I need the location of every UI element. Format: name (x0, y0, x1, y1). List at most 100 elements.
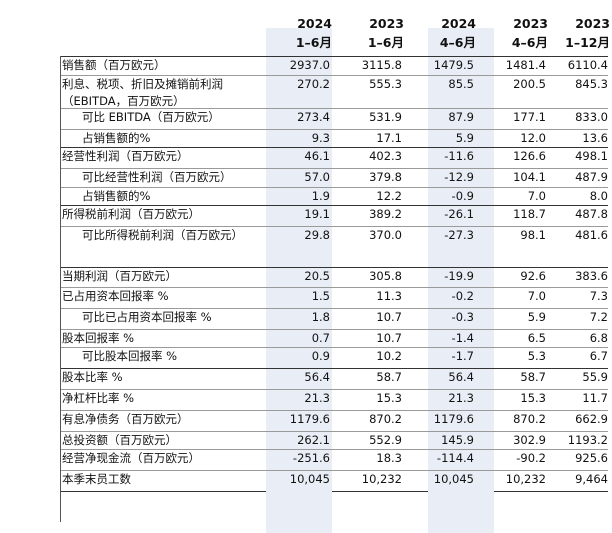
cell-value: 555.3 (369, 77, 402, 91)
cell-value: 1479.5 (433, 58, 474, 72)
cell-value: 145.9 (441, 433, 474, 447)
cell-value: 92.6 (520, 269, 546, 283)
table-row: 可比 EBITDA（百万欧元） 273.4 531.9 87.9 177.1 833.0 (60, 108, 608, 129)
cell-value: 531.9 (369, 110, 402, 124)
cell-value: 18.3 (376, 451, 402, 465)
cell-value: -0.9 (451, 189, 474, 203)
cell-value: -1.7 (451, 349, 474, 363)
cell-value: 870.2 (369, 412, 402, 426)
cell-value: 20.5 (304, 269, 330, 283)
cell-value: 870.2 (513, 412, 546, 426)
cell-value: 6.7 (589, 349, 608, 363)
row-label: 利息、税项、折旧及摊销前利润（EBITDA，百万欧元） (62, 77, 223, 108)
cell-value: 118.7 (513, 207, 546, 221)
cell-value: 379.8 (369, 170, 402, 184)
cell-value: 302.9 (513, 433, 546, 447)
cell-value: 10,045 (433, 472, 474, 486)
cell-value: 1179.6 (433, 412, 474, 426)
table-row: 本季末员工数 10,045 10,232 10,045 10,232 9,464 (60, 470, 608, 491)
cell-value: -0.3 (451, 310, 474, 324)
cell-value: 177.1 (513, 110, 546, 124)
cell-value: 200.5 (513, 77, 546, 91)
table-row: 经营净现金流（百万欧元） -251.6 18.3 -114.4 -90.2 925.6 (60, 449, 608, 470)
cell-value: 87.9 (448, 110, 474, 124)
cell-value: -12.9 (444, 170, 474, 184)
row-label: 可比 EBITDA（百万欧元） (82, 110, 220, 124)
cell-value: 6.5 (527, 331, 546, 345)
cell-value: 833.0 (575, 110, 608, 124)
column-shade-2024-h1 (266, 28, 332, 533)
cell-value: 1.9 (311, 189, 330, 203)
cell-value: 58.7 (376, 370, 402, 384)
cell-value: -0.2 (451, 289, 474, 303)
table-row: 已占用资本回报率 % 1.5 11.3 -0.2 7.0 7.3 (60, 287, 608, 308)
cell-value: 7.3 (589, 289, 608, 303)
row-label: 经营性利润（百万欧元） (62, 149, 189, 163)
cell-value: 98.1 (520, 228, 546, 242)
row-label: 净杠杆比率 % (62, 391, 135, 405)
cell-value: -26.1 (444, 207, 474, 221)
cell-value: 487.8 (575, 207, 608, 221)
cell-value: -11.6 (444, 149, 474, 163)
cell-value: 126.6 (513, 149, 546, 163)
cell-value: 925.6 (575, 451, 608, 465)
cell-value: 56.4 (304, 370, 330, 384)
table-left-rule (60, 56, 61, 522)
cell-value: 10,045 (289, 472, 330, 486)
cell-value: 11.7 (582, 391, 608, 405)
column-shade-2024-q2 (428, 28, 494, 533)
table-row: 可比经营性利润（百万欧元） 57.0 379.8 -12.9 104.1 487.9 (60, 168, 608, 187)
table-row: 净杠杆比率 % 21.3 15.3 21.3 15.3 11.7 (60, 389, 608, 410)
cell-value: 10.7 (376, 310, 402, 324)
cell-value: 6.8 (589, 331, 608, 345)
cell-value: 1.8 (311, 310, 330, 324)
row-label: 可比已占用资本回报率 % (82, 310, 212, 324)
cell-value: 1193.2 (567, 433, 608, 447)
table-header: 2024 1–6月 2023 1–6月 2024 4–6月 2023 4–6月 2023… (60, 14, 610, 56)
cell-value: 21.3 (448, 391, 474, 405)
table-row: 总投资额（百万欧元） 262.1 552.9 145.9 302.9 1193.2 (60, 431, 608, 449)
cell-value: -1.4 (451, 331, 474, 345)
cell-value: 7.2 (589, 310, 608, 324)
cell-value: 58.7 (520, 370, 546, 384)
table-row: 占销售额的% 1.9 12.2 -0.9 7.0 8.0 (60, 187, 608, 205)
cell-value: 481.6 (575, 228, 608, 242)
cell-value: -251.6 (292, 451, 330, 465)
cell-value: 5.9 (455, 131, 474, 145)
row-label: 所得税前利润（百万欧元） (62, 207, 200, 221)
row-label: 占销售额的% (82, 189, 151, 203)
header-col-1: 2024 1–6月 (295, 16, 332, 50)
cell-value: 15.3 (520, 391, 546, 405)
row-label: 有息净债务（百万欧元） (62, 412, 189, 426)
row-label: 可比经营性利润（百万欧元） (82, 170, 232, 184)
cell-value: 104.1 (513, 170, 546, 184)
cell-value: 6110.4 (567, 58, 608, 72)
cell-value: 19.1 (304, 207, 330, 221)
row-label: 可比所得税前利润（百万欧元） (82, 228, 243, 242)
table-row: 有息净债务（百万欧元） 1179.6 870.2 1179.6 870.2 662.9 (60, 410, 608, 431)
cell-value: 10,232 (361, 472, 402, 486)
financial-summary-table: 2024 1–6月 2023 1–6月 2024 4–6月 2023 4–6月 2023… (60, 14, 610, 533)
cell-value: 10.7 (376, 331, 402, 345)
cell-value: 7.0 (527, 189, 546, 203)
cell-value: -114.4 (436, 451, 474, 465)
cell-value: 662.9 (575, 412, 608, 426)
cell-value: 29.8 (304, 228, 330, 242)
table-row: 股本回报率 % 0.7 10.7 -1.4 6.5 6.8 (60, 329, 608, 347)
row-label: 已占用资本回报率 % (62, 289, 169, 303)
cell-value: 21.3 (304, 391, 330, 405)
cell-value: 383.6 (575, 269, 608, 283)
row-label: 占销售额的% (82, 131, 151, 145)
cell-value: 552.9 (369, 433, 402, 447)
table-row: 可比已占用资本回报率 % 1.8 10.7 -0.3 5.9 7.2 (60, 308, 608, 329)
table-row: 销售额（百万欧元） 2937.0 3115.8 1479.5 1481.4 6110.4 (60, 56, 608, 75)
table-row: 可比所得税前利润（百万欧元） 29.8 370.0 -27.3 98.1 481.6 (60, 226, 608, 267)
cell-value: 487.9 (575, 170, 608, 184)
cell-value: 15.3 (376, 391, 402, 405)
cell-value: 3115.8 (361, 58, 402, 72)
row-label: 股本回报率 % (62, 331, 135, 345)
cell-value: 389.2 (369, 207, 402, 221)
table-row: 占销售额的% 9.3 17.1 5.9 12.0 13.6 (60, 129, 608, 147)
cell-value: 5.9 (527, 310, 546, 324)
cell-value: 10,232 (505, 472, 546, 486)
